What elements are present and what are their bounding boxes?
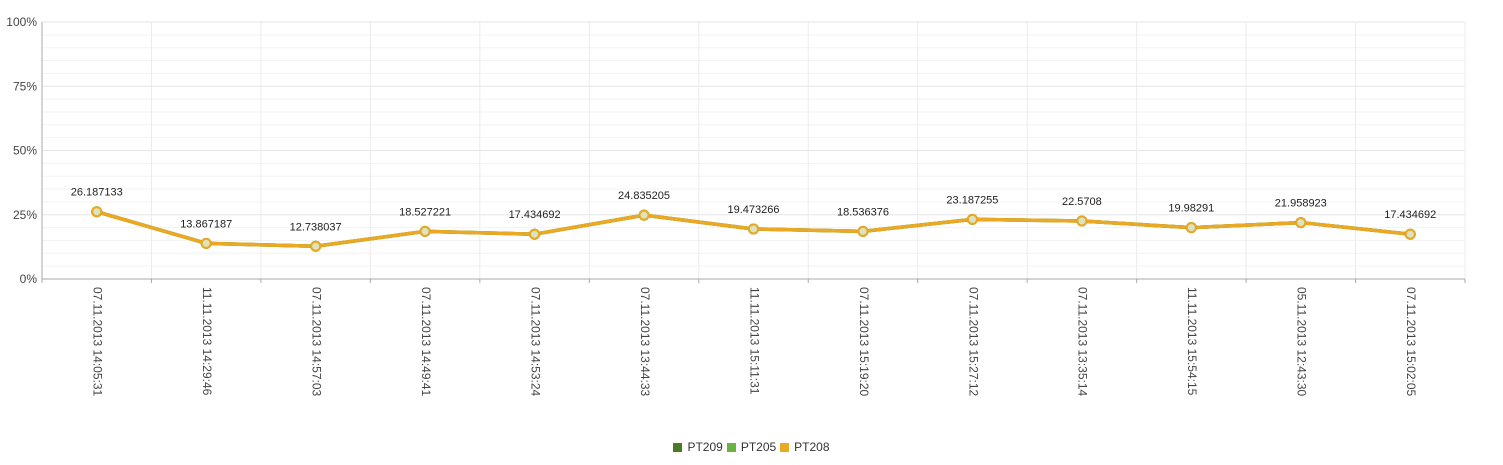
x-tick-label: 11.11.2013 15:11:31: [747, 287, 761, 395]
x-tick-label: 07.11.2013 15:02:05: [1404, 287, 1418, 397]
data-point-pt208: [748, 223, 759, 235]
data-label: 18.527221: [399, 206, 451, 218]
chart-legend: PT209 PT205 PT208: [0, 440, 1503, 454]
data-label: 19.473266: [728, 204, 780, 216]
legend-label: PT205: [740, 440, 777, 454]
y-tick-label: 50%: [13, 144, 37, 158]
data-label: 22.5708: [1062, 196, 1102, 208]
data-label: 26.187133: [71, 187, 123, 199]
y-tick-label: 100%: [6, 15, 37, 29]
data-point-pt208: [1185, 222, 1197, 234]
data-point-pt208: [1404, 228, 1416, 240]
x-tick-label: 07.11.2013 15:19:20: [857, 287, 871, 397]
x-tick-label: 07.11.2013 14:57:03: [309, 287, 323, 397]
x-tick-label: 07.11.2013 14:49:41: [419, 287, 433, 397]
y-tick-label: 0%: [20, 272, 38, 286]
data-label: 19.98291: [1168, 203, 1214, 215]
legend-swatch: [673, 443, 683, 452]
x-tick-label: 11.11.2013 14:29:46: [200, 287, 214, 396]
x-tick-label: 07.11.2013 15:27:12: [966, 287, 980, 397]
x-tick-label: 07.11.2013 14:53:24: [528, 287, 542, 397]
data-point-pt208: [200, 237, 212, 249]
x-tick-label: 05.11.2013 12:43:30: [1295, 287, 1309, 397]
data-point-pt208: [310, 240, 322, 252]
data-label: 18.536376: [837, 206, 889, 218]
legend-swatch: [726, 443, 736, 452]
data-point-pt208: [857, 225, 869, 237]
data-point-pt208: [529, 228, 541, 240]
data-label: 13.867187: [180, 218, 232, 230]
x-tick-label: 07.11.2013 14:05:31: [91, 287, 105, 397]
data-label: 12.738037: [290, 221, 342, 233]
y-tick-label: 75%: [13, 79, 37, 93]
y-tick-label: 25%: [13, 208, 37, 222]
data-point-pt208: [638, 209, 650, 221]
data-point-pt208: [91, 206, 103, 218]
data-point-pt208: [1295, 217, 1307, 229]
data-point-pt208: [1076, 215, 1088, 227]
legend-swatch: [780, 443, 790, 452]
legend-item-pt205[interactable]: PT205: [726, 440, 777, 454]
data-label: 23.187255: [946, 194, 998, 206]
data-label: 17.434692: [1384, 209, 1436, 221]
data-label: 17.434692: [509, 209, 561, 221]
legend-label: PT208: [794, 440, 830, 454]
legend-item-pt208[interactable]: PT208: [780, 440, 830, 454]
data-label: 21.958923: [1275, 198, 1327, 210]
data-point-pt208: [419, 225, 431, 237]
x-tick-label: 07.11.2013 13:35:14: [1076, 287, 1090, 397]
data-point-pt208: [966, 213, 978, 225]
legend-item-pt209[interactable]: PT209: [673, 440, 723, 454]
data-label: 24.835205: [618, 190, 670, 202]
legend-label: PT209: [687, 440, 723, 454]
x-tick-label: 07.11.2013 13:44:33: [638, 287, 652, 397]
x-tick-label: 11.11.2013 15:54:15: [1185, 287, 1199, 396]
